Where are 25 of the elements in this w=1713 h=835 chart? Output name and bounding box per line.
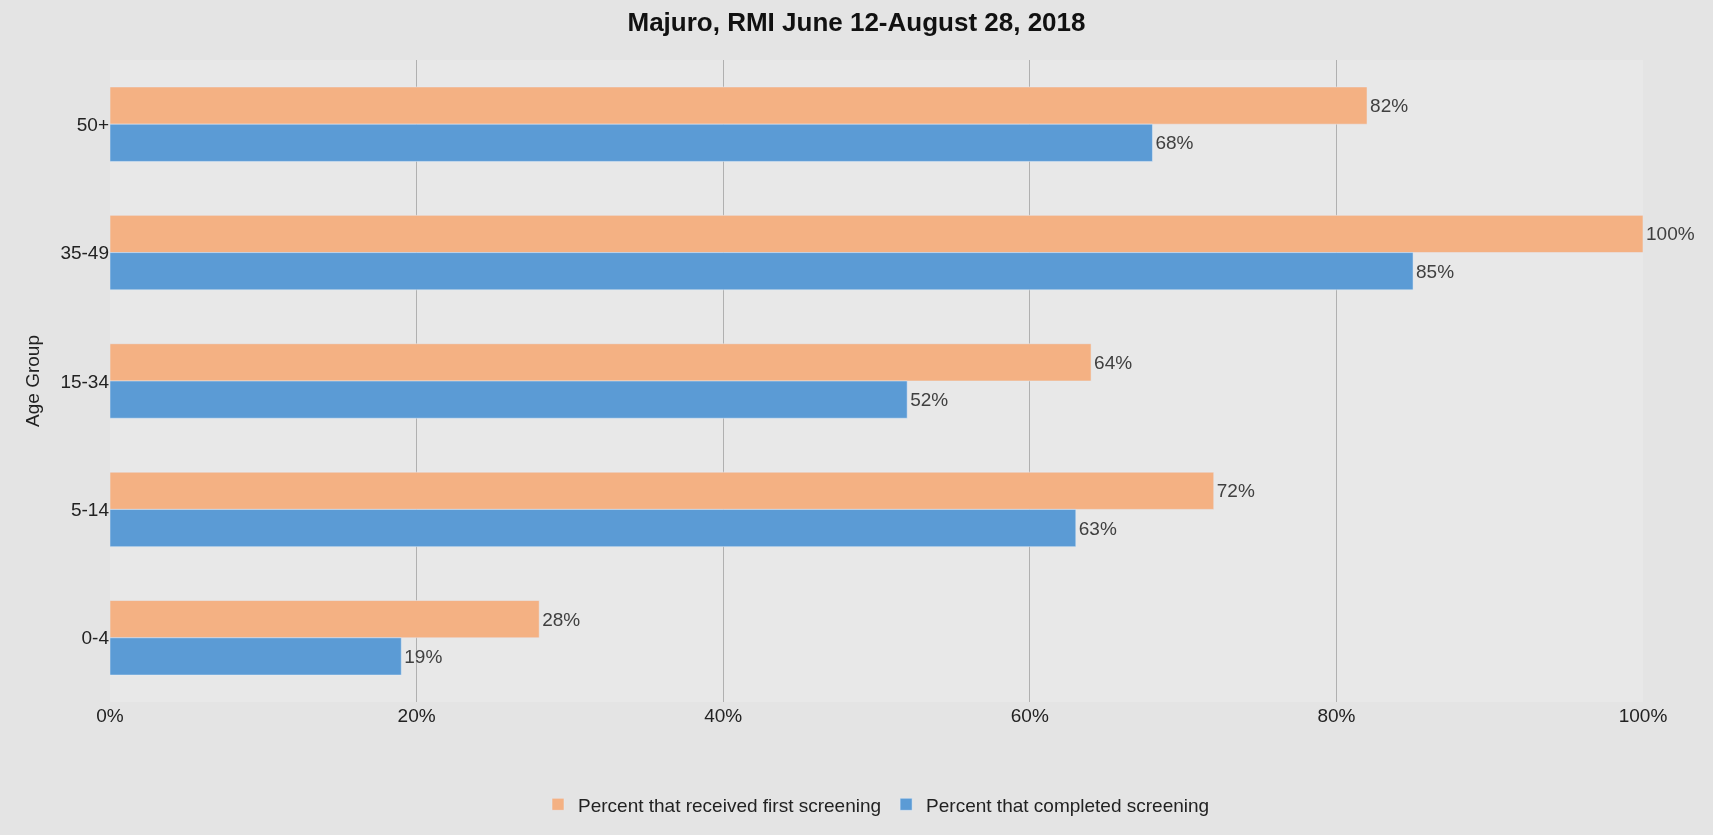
- x-tick-label: 40%: [704, 705, 743, 726]
- legend-label: Percent that received first screening: [578, 794, 882, 816]
- data-label: 100%: [1646, 223, 1695, 245]
- x-tick-label: 0%: [96, 705, 124, 726]
- y-tick-label: 35-49: [60, 242, 109, 264]
- chart-title: Majuro, RMI June 12-August 28, 2018: [627, 6, 1086, 37]
- data-label: 85%: [1416, 260, 1455, 282]
- x-tick-label: 100%: [1618, 705, 1668, 726]
- y-tick-label: 5-14: [70, 499, 110, 521]
- legend-label: Percent that completed screening: [926, 794, 1210, 816]
- y-tick-label: 0-4: [81, 627, 110, 649]
- x-tick-label: 20%: [397, 705, 436, 726]
- y-tick-label: 50+: [76, 113, 109, 135]
- data-label: 68%: [1155, 132, 1194, 154]
- data-label: 52%: [910, 389, 949, 411]
- data-label: 82%: [1370, 95, 1409, 117]
- data-label: 28%: [542, 608, 581, 630]
- y-axis-title: Age Group: [22, 335, 44, 427]
- data-label: 63%: [1078, 517, 1117, 539]
- data-label: 72%: [1216, 480, 1255, 502]
- x-tick-label: 80%: [1317, 705, 1356, 726]
- y-tick-label: 15-34: [60, 370, 110, 392]
- data-label: 19%: [404, 645, 443, 667]
- data-label: 64%: [1094, 351, 1133, 373]
- x-tick-label: 60%: [1010, 705, 1049, 726]
